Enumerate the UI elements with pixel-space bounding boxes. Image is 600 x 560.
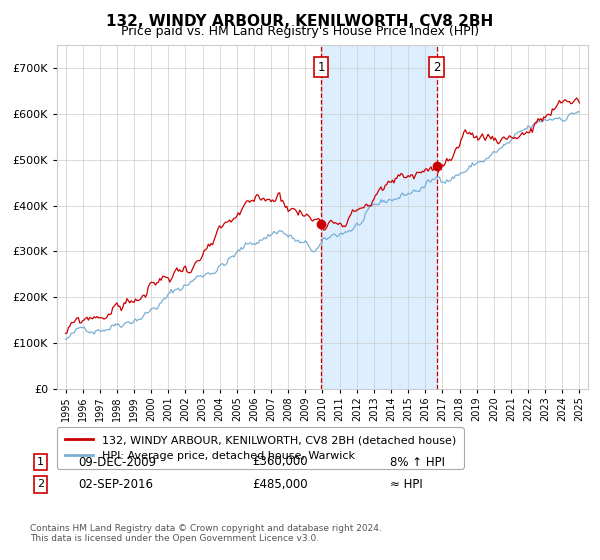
Legend: 132, WINDY ARBOUR, KENILWORTH, CV8 2BH (detached house), HPI: Average price, det: 132, WINDY ARBOUR, KENILWORTH, CV8 2BH (… <box>57 427 464 469</box>
Text: 02-SEP-2016: 02-SEP-2016 <box>78 478 153 491</box>
Text: 1: 1 <box>37 457 44 467</box>
Text: £360,000: £360,000 <box>252 455 308 469</box>
Text: 2: 2 <box>433 60 440 74</box>
Text: 132, WINDY ARBOUR, KENILWORTH, CV8 2BH: 132, WINDY ARBOUR, KENILWORTH, CV8 2BH <box>106 14 494 29</box>
Text: 09-DEC-2009: 09-DEC-2009 <box>78 455 156 469</box>
Bar <box>321 45 437 389</box>
Text: 8% ↑ HPI: 8% ↑ HPI <box>390 455 445 469</box>
Text: 2: 2 <box>37 479 44 489</box>
Text: Price paid vs. HM Land Registry's House Price Index (HPI): Price paid vs. HM Land Registry's House … <box>121 25 479 38</box>
Text: Contains HM Land Registry data © Crown copyright and database right 2024.
This d: Contains HM Land Registry data © Crown c… <box>30 524 382 543</box>
Text: £485,000: £485,000 <box>252 478 308 491</box>
Text: ≈ HPI: ≈ HPI <box>390 478 423 491</box>
Text: 1: 1 <box>317 60 325 74</box>
